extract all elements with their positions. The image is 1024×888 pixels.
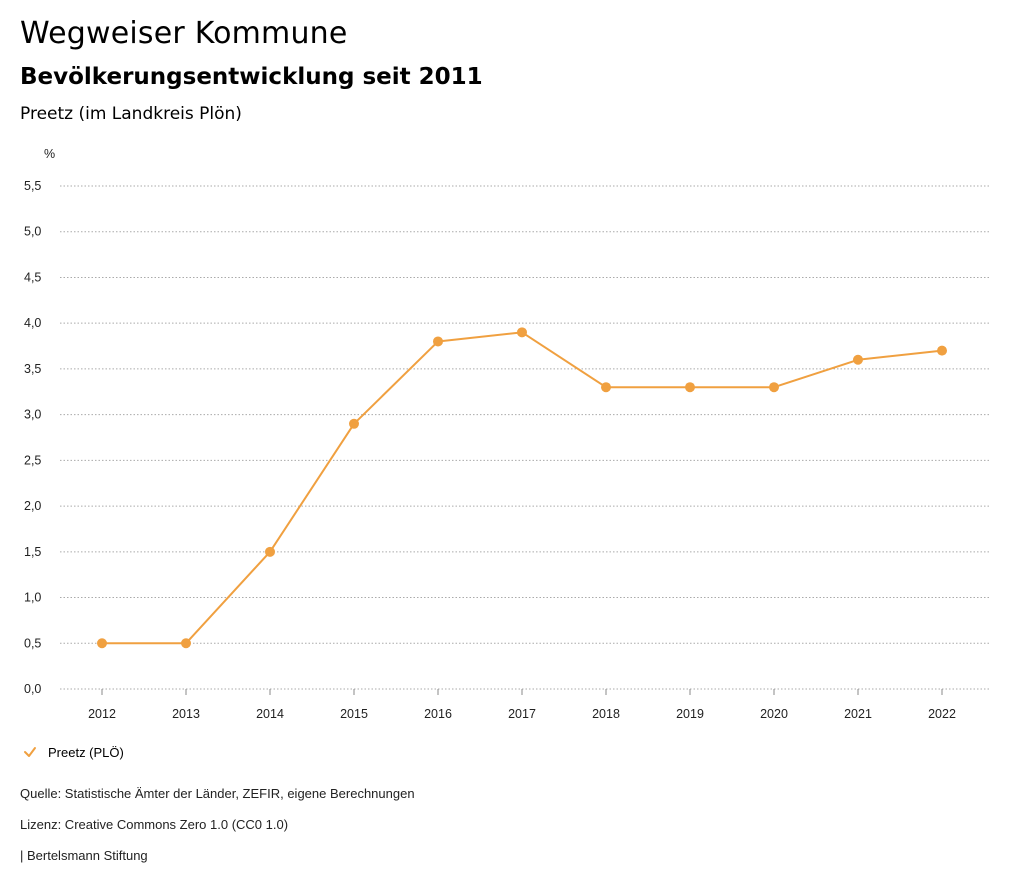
line-chart: 0,0 0,5 1,0 1,5 2,0 2,5 3,0 3,5 4,0 4,5 5,0 5,5 201…: [24, 147, 990, 721]
y-tick-label: 4,5: [24, 270, 41, 284]
y-tick-label: 0,0: [24, 682, 41, 696]
publisher-note: | Bertelsmann Stiftung: [20, 848, 148, 863]
x-tick-label: 2012: [88, 707, 116, 721]
legend-label: Preetz (PLÖ): [48, 744, 124, 760]
x-tick-label: 2021: [844, 707, 872, 721]
y-tick-label: 1,0: [24, 591, 41, 605]
data-point[interactable]: [349, 418, 359, 429]
data-point[interactable]: [769, 382, 779, 393]
x-axis-ticks: 2012 2013 2014 2015 2016 2017 2018 2019 2020 2021…: [88, 689, 956, 721]
check-icon: [24, 747, 36, 757]
data-point[interactable]: [601, 382, 611, 393]
y-tick-label: 2,5: [24, 453, 41, 467]
data-point[interactable]: [685, 382, 695, 393]
y-tick-label: 1,5: [24, 545, 41, 559]
x-tick-label: 2015: [340, 707, 368, 721]
y-tick-label: 0,5: [24, 636, 41, 650]
x-tick-label: 2022: [928, 707, 956, 721]
chart-subtitle: Bevölkerungsentwicklung seit 2011: [20, 64, 483, 90]
data-point[interactable]: [937, 345, 947, 356]
region-label: Preetz (im Landkreis Plön): [20, 104, 242, 124]
y-axis-ticks: 0,0 0,5 1,0 1,5 2,0 2,5 3,0 3,5 4,0 4,5 5,0 5,5: [24, 179, 41, 696]
x-tick-label: 2020: [760, 707, 788, 721]
data-point[interactable]: [853, 354, 863, 365]
series-group: [97, 327, 947, 649]
data-point[interactable]: [433, 336, 443, 347]
y-tick-label: 3,5: [24, 362, 41, 376]
data-point[interactable]: [265, 546, 275, 557]
y-tick-label: 2,0: [24, 499, 41, 513]
x-tick-label: 2013: [172, 707, 200, 721]
legend[interactable]: Preetz (PLÖ): [22, 744, 124, 760]
x-tick-label: 2014: [256, 707, 284, 721]
grid-lines: [60, 185, 990, 690]
series-line: [102, 331, 943, 645]
page-title: Wegweiser Kommune: [20, 16, 348, 51]
y-tick-label: 3,0: [24, 408, 41, 422]
y-tick-label: 5,0: [24, 225, 41, 239]
x-tick-label: 2016: [424, 707, 452, 721]
source-note: Quelle: Statistische Ämter der Länder, Z…: [20, 786, 415, 801]
license-note: Lizenz: Creative Commons Zero 1.0 (CC0 1…: [20, 817, 289, 832]
data-point[interactable]: [181, 638, 191, 649]
x-tick-label: 2018: [592, 707, 620, 721]
x-tick-label: 2019: [676, 707, 704, 721]
data-point[interactable]: [97, 638, 107, 649]
y-axis-label: %: [44, 147, 55, 161]
x-tick-label: 2017: [508, 707, 536, 721]
y-tick-label: 4,0: [24, 316, 41, 330]
y-tick-label: 5,5: [24, 179, 41, 193]
data-point[interactable]: [517, 327, 527, 338]
